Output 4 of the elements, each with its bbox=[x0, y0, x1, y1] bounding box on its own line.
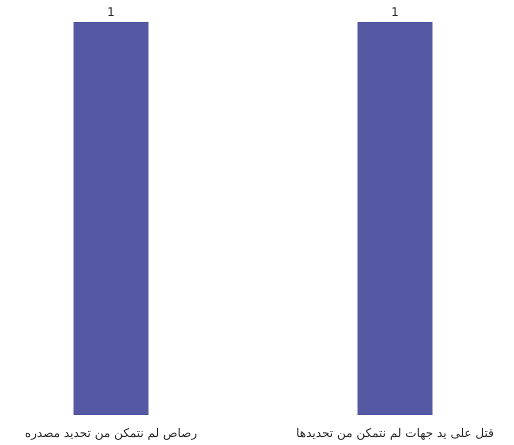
data-label: 1 bbox=[107, 5, 115, 19]
x-tick-label: رصاص لم نتمكن من تحديد مصدره bbox=[24, 426, 198, 440]
data-label: 1 bbox=[391, 5, 399, 19]
x-tick-label: قتل على يد جهات لم نتمكن من تحديدها bbox=[296, 426, 494, 440]
